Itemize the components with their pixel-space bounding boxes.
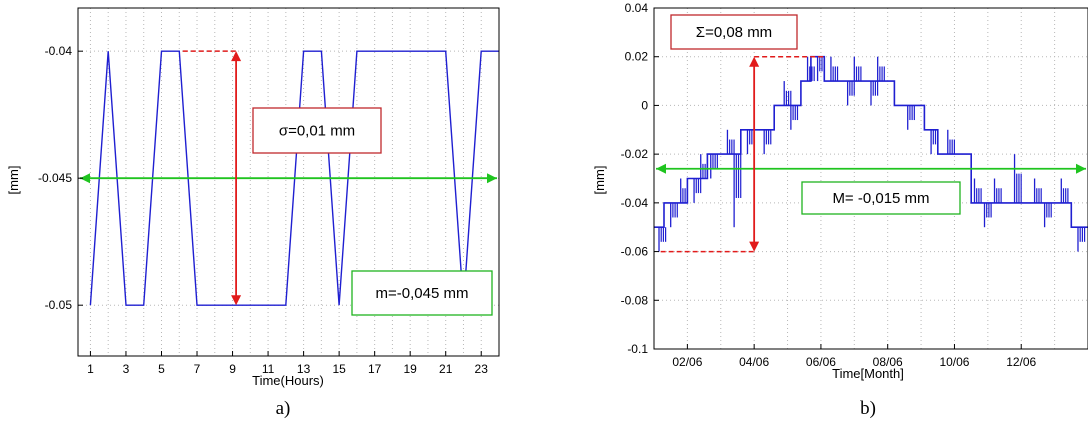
x-tick-label: 02/06 [672,355,702,369]
mean-arrowhead-right [487,173,497,184]
y-tick-label: -0.04 [621,196,649,210]
x-tick-label: 11 [262,362,275,376]
sigma-label: Σ=0,08 mm [696,24,772,41]
annotations-b: Σ=0,08 mm M= -0,015 mm [656,14,1086,253]
x-tick-label: 19 [404,362,418,376]
mean-arrowhead-right [1076,163,1086,174]
x-axis-label-a: Time(Hours) [252,373,324,388]
y-tick-label: -0.1 [627,342,648,356]
x-tick-label: 23 [475,362,489,376]
sigma-label-box [670,14,798,50]
x-tick-label: 9 [229,362,236,376]
mean-label-box [351,270,493,316]
x-tick-label: 21 [439,362,453,376]
mean-arrowhead-left [80,173,90,184]
x-tick-label: 04/06 [739,355,769,369]
x-tick-label: 1 [87,362,94,376]
y-tick-label: -0.045 [38,171,72,185]
x-tick-label: 08/06 [873,355,903,369]
series-b [654,55,1088,252]
x-tick-label: 7 [194,362,201,376]
x-tick-label: 10/06 [939,355,969,369]
x-tick-label: 12/06 [1006,355,1036,369]
y-tick-label: -0.04 [45,44,73,58]
x-tick-label: 5 [158,362,165,376]
y-tick-label: -0.06 [621,245,649,259]
mean-arrowhead-left [656,163,666,174]
y-tick-label: -0.02 [621,147,649,161]
y-tick-label: 0.04 [625,1,649,15]
plot-area-b [654,8,1088,349]
y-tick-label: -0.08 [621,293,649,307]
ticks-a: 1 3 5 7 9 11 13 15 17 19 21 23-0.05-0.045-0.04 [38,44,488,376]
range-arrowhead-top [749,56,760,67]
caption-a: a) [276,398,291,419]
mean-label: M= -0,015 mm [832,190,929,207]
range-arrowhead-bottom [231,295,242,306]
x-tick-label: 06/06 [806,355,836,369]
axes-frame-a [77,7,500,357]
mean-label-box [801,181,961,215]
chart-b: Σ=0,08 mm M= -0,015 mm 02/06 04/06 06/06 08/… [592,1,1088,419]
x-axis-label-b: Time[Month] [832,366,904,381]
mean-label: m=-0,045 mm [376,285,469,302]
y-tick-label: -0.05 [45,298,73,312]
y-tick-label: 0 [641,98,648,112]
annotations-a: σ=0,01 mm m=-0,045 mm [80,50,497,316]
range-arrowhead-top [231,51,242,62]
y-axis-label-a: [mm] [6,166,21,195]
sigma-label-box [252,107,382,154]
x-tick-label: 17 [368,362,382,376]
x-tick-label: 3 [123,362,130,376]
x-tick-label: 13 [297,362,311,376]
axes-frame-b [653,7,1088,350]
sigma-label: σ=0,01 mm [279,123,355,140]
range-arrowhead-bottom [749,241,760,252]
x-tick-label: 15 [332,362,346,376]
y-tick-label: 0.02 [625,50,649,64]
caption-b: b) [860,398,876,419]
chart-a: σ=0,01 mmm=-0,045 mm 1 3 5 7 9 11 13 15 17 19 21 23… [6,7,500,419]
ticks-b: 02/06 04/06 06/06 08/06 10/06 12/06 -0.1 -0.08 -… [621,1,1037,369]
y-axis-label-b: [mm] [592,166,607,195]
